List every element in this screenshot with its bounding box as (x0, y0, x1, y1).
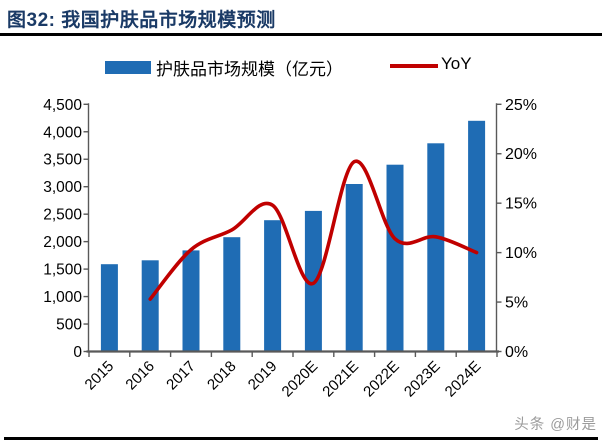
yoy-line (148, 159, 479, 301)
y-right-tick-label: 10% (505, 245, 537, 262)
bar-2017 (182, 250, 200, 352)
x-tick-label: 2020E (279, 358, 322, 401)
legend-line-swatch (390, 64, 438, 68)
y-left-tick-label: 1,000 (43, 289, 82, 306)
y-left-tick-label: 2,500 (43, 207, 82, 224)
y-right-tick-label: 0% (505, 344, 528, 361)
axis-labels-group: 0 500 1,000 1,500 2,000 2,500 3,000 3,500 4,000 4… (43, 97, 537, 401)
bottom-rule (4, 437, 598, 440)
x-tick-label: 2017 (163, 358, 199, 394)
y-right-tick-label: 25% (505, 97, 537, 114)
y-left-tick-label: 0 (73, 344, 82, 361)
bar-2021E (345, 184, 363, 352)
title-underline (0, 33, 602, 36)
y-left-tick-label: 4,500 (43, 97, 82, 114)
y-right-tick-label: 15% (505, 196, 537, 213)
watermark: 头条 @财是 (514, 417, 597, 433)
bar-2019 (264, 220, 282, 352)
bar-2022E (386, 164, 404, 352)
bar-2023E (427, 143, 445, 352)
axes-group (83, 103, 502, 357)
x-tick-label: 2016 (122, 358, 158, 394)
y-left-tick-label: 3,000 (43, 179, 82, 196)
y-left-tick-label: 1,500 (43, 262, 82, 279)
y-right-tick-label: 20% (505, 146, 537, 163)
x-tick-label: 2023E (401, 358, 444, 401)
y-left-tick-label: 3,500 (43, 152, 82, 169)
x-tick-label: 2019 (245, 358, 281, 394)
x-tick-label: 2018 (204, 358, 240, 394)
y-right-tick-label: 5% (505, 295, 528, 312)
y-left-tick-label: 4,000 (43, 124, 82, 141)
bar-2018 (223, 237, 241, 352)
legend-line-label: YoY (441, 54, 472, 73)
y-left-tick-label: 500 (56, 317, 82, 334)
legend-bar-swatch (105, 61, 151, 74)
bar-2024E (468, 120, 486, 352)
bars-group (100, 120, 486, 352)
x-tick-label: 2024E (442, 358, 485, 401)
chart-title: 图32: 我国护肤品市场规模预测 (7, 10, 276, 31)
x-tick-label: 2015 (82, 358, 118, 394)
legend-bar-label: 护肤品市场规模（亿元） (156, 60, 343, 79)
y-left-tick-label: 2,000 (43, 234, 82, 251)
x-tick-label: 2021E (319, 358, 362, 401)
x-tick-label: 2022E (360, 358, 403, 401)
bar-2016 (141, 260, 159, 352)
bar-2015 (100, 264, 118, 352)
